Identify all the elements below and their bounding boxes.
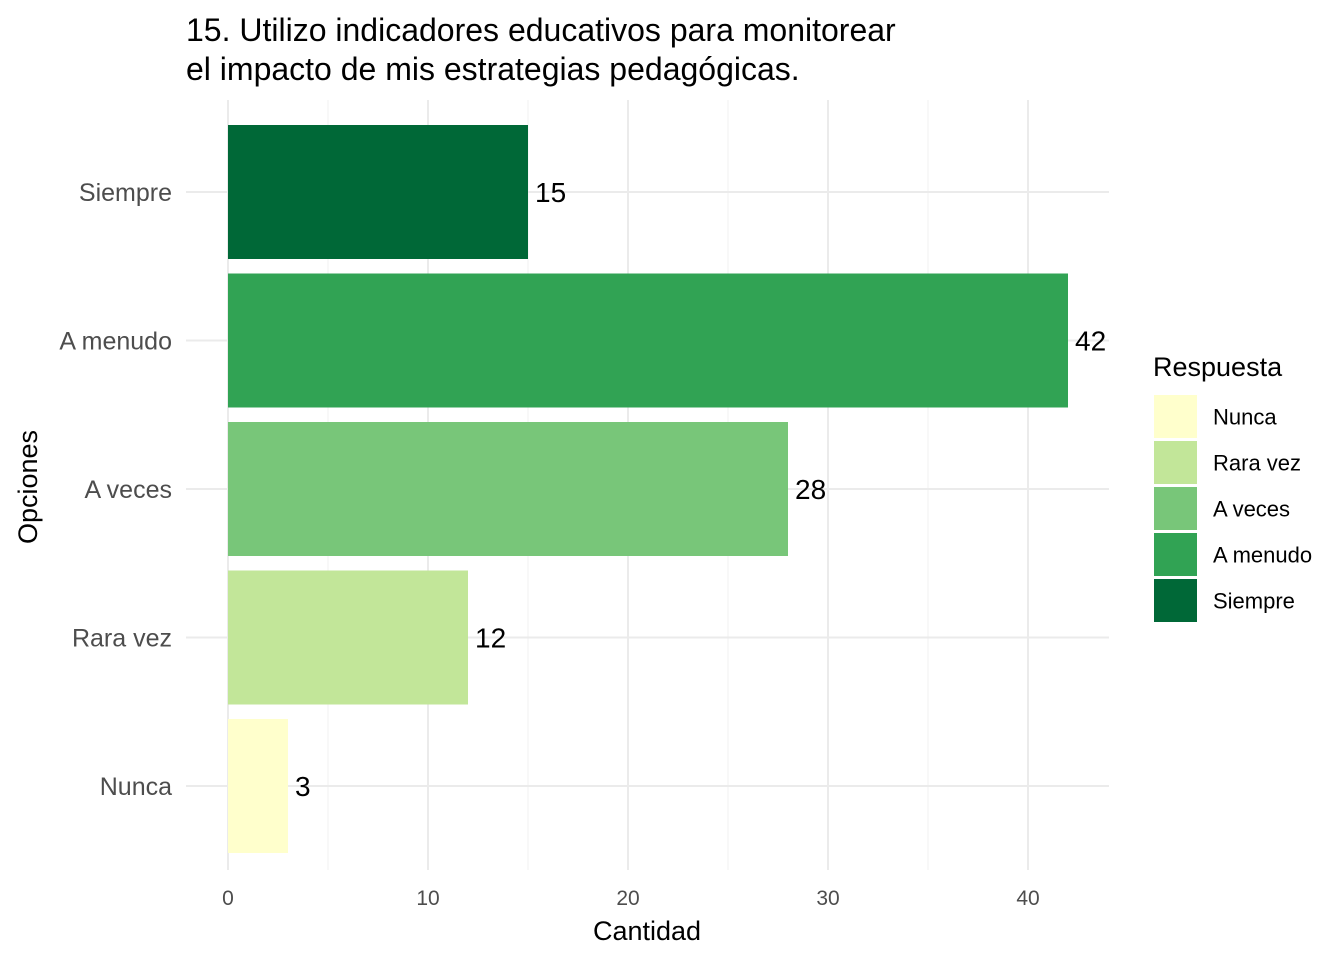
y-tick-label: Nunca (100, 773, 172, 801)
x-tick-label: 10 (416, 887, 439, 910)
y-tick-label: A veces (84, 476, 172, 504)
legend-label: Nunca (1213, 405, 1277, 430)
bar-value-label: 42 (1075, 326, 1106, 357)
legend-label: Siempre (1213, 589, 1295, 614)
y-tick-label: A menudo (59, 328, 172, 356)
y-axis-ticks: Nunca Rara vez A veces A menudo Siempre (59, 179, 172, 801)
legend-label: A veces (1213, 497, 1290, 522)
x-axis-ticks: 0 10 20 30 40 (222, 887, 1040, 910)
bar-a-menudo (228, 273, 1068, 408)
legend-label: Rara vez (1213, 451, 1301, 476)
x-tick-label: 40 (1016, 887, 1039, 910)
legend-key (1154, 395, 1197, 438)
y-tick-label: Siempre (79, 179, 172, 207)
bar-siempre (228, 125, 528, 259)
legend-title: Respuesta (1153, 352, 1283, 382)
bar-value-label: 12 (475, 623, 506, 654)
x-tick-label: 0 (222, 887, 234, 910)
bar-rara-vez (228, 570, 468, 705)
x-tick-label: 20 (616, 887, 639, 910)
bar-value-label: 28 (795, 474, 826, 505)
x-axis-title: Cantidad (593, 916, 701, 946)
chart-title-line-2: el impacto de mis estrategias pedagógica… (186, 51, 800, 87)
x-tick-label: 30 (816, 887, 839, 910)
legend-key (1154, 533, 1197, 576)
y-axis-title: Opciones (13, 430, 43, 544)
y-tick-label: Rara vez (72, 625, 172, 653)
bars (228, 125, 1068, 853)
bar-nunca (228, 719, 288, 853)
legend-key (1154, 441, 1197, 484)
legend: Respuesta Nunca Rara vez A veces A menudo Si… (1153, 352, 1312, 622)
chart-title: 15. Utilizo indicadores educativos para … (186, 12, 896, 87)
legend-key (1154, 487, 1197, 530)
bar-value-label: 15 (535, 177, 566, 208)
bar-labels: 3 12 28 42 15 (295, 177, 1106, 802)
chart-title-line-1: 15. Utilizo indicadores educativos para … (186, 12, 896, 48)
bar-value-label: 3 (295, 771, 311, 802)
legend-key (1154, 579, 1197, 622)
legend-label: A menudo (1213, 543, 1312, 568)
bar-a-veces (228, 422, 788, 556)
